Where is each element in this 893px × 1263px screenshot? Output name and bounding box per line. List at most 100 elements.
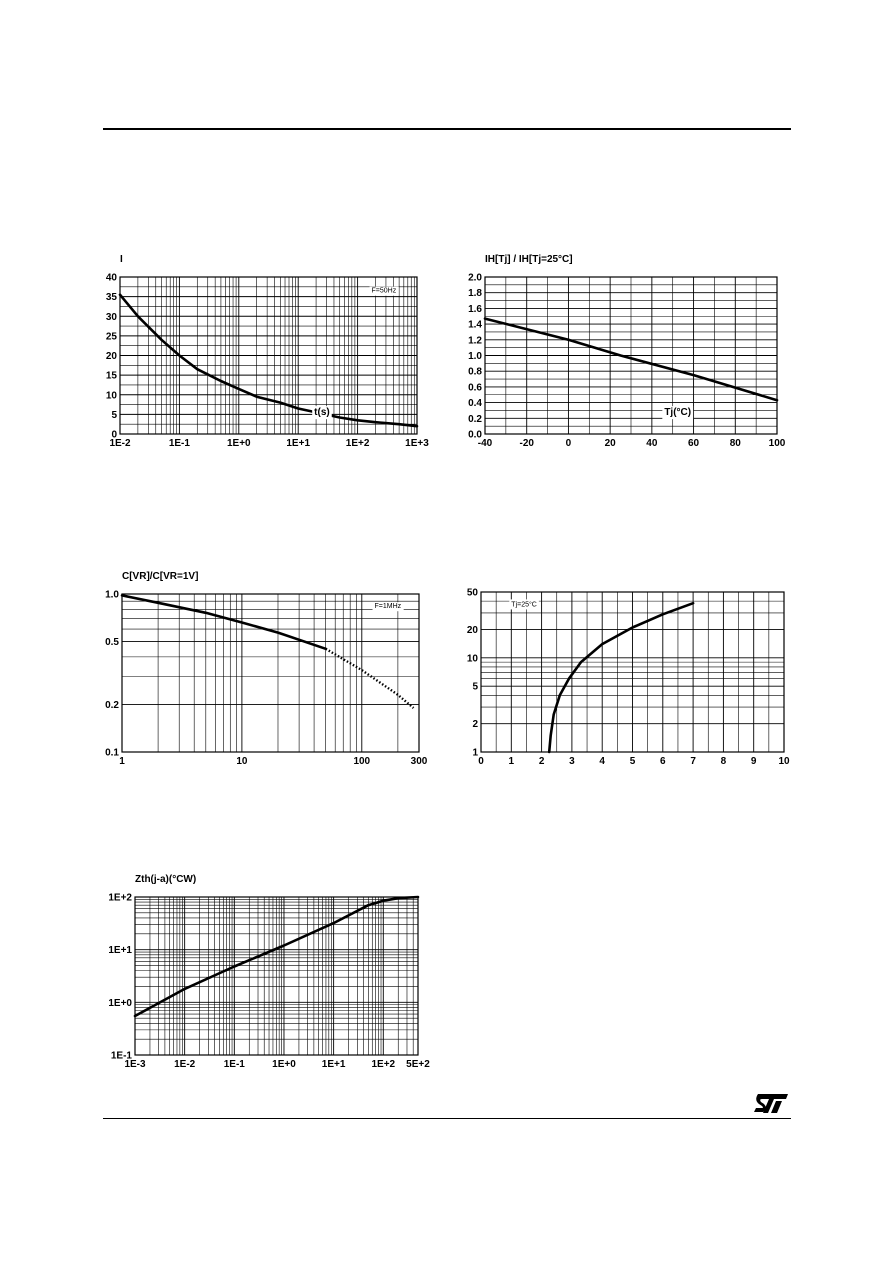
y-tick-label: 35 — [106, 292, 118, 303]
y-tick-label: 1E-1 — [111, 1051, 133, 1062]
y-tick-label: 0.2 — [105, 700, 119, 711]
plot-frame — [121, 593, 420, 753]
y-tick-label: 25 — [106, 331, 118, 342]
x-tick-label: 100 — [353, 756, 370, 767]
grid — [134, 896, 419, 1056]
y-tick-label: 40 — [106, 273, 118, 284]
x-tick-label: 1E+1 — [286, 438, 310, 449]
y-tick-label: 0.2 — [468, 414, 482, 425]
chart-annotation: Tj=25°C — [511, 600, 537, 608]
series-line-1 — [547, 601, 695, 754]
x-tick-label: -40 — [478, 438, 493, 449]
x-tick-label: 1E-1 — [224, 1059, 246, 1070]
annotation-bg — [369, 286, 399, 296]
y-tick-label: 20 — [106, 351, 118, 362]
plot-frame — [484, 276, 778, 435]
chart-holding-current-ratio: -40 -20 0 20 40 60 80 100 0.0 0.2 0.4 0.6 0.8 1.0 1.2 1… — [468, 254, 786, 449]
x-tick-label: 7 — [690, 756, 696, 767]
x-tick-label: 60 — [688, 438, 700, 449]
x-tick-label: 20 — [605, 438, 617, 449]
y-tick-label: 30 — [106, 312, 118, 323]
y-tick-label: 2.0 — [468, 273, 482, 284]
x-tick-label: 40 — [646, 438, 658, 449]
x-tick-label: 1E+1 — [322, 1059, 346, 1070]
x-tick-label: 1E+2 — [371, 1059, 395, 1070]
x-tick-label: 1E+2 — [346, 438, 370, 449]
x-tick-label: 8 — [721, 756, 727, 767]
y-tick-label: 15 — [106, 371, 118, 382]
plot-frame — [134, 896, 419, 1056]
st-logo — [754, 1094, 788, 1113]
x-tick-label: 0 — [478, 756, 484, 767]
grid — [484, 276, 778, 435]
grid — [121, 593, 420, 753]
y-tick-label: 10 — [467, 653, 479, 664]
y-tick-label: 0.5 — [105, 637, 119, 648]
series-line-2 — [325, 647, 415, 709]
x-tick-label: 1E-2 — [109, 438, 131, 449]
x-tick-label: -20 — [519, 438, 534, 449]
y-axis-label: I — [120, 254, 123, 265]
y-tick-label: 1.0 — [468, 351, 482, 362]
y-tick-label: 0.4 — [468, 398, 482, 409]
x-tick-label: 1E-1 — [169, 438, 191, 449]
series-line-1 — [483, 317, 779, 402]
plot-frame — [119, 276, 418, 435]
annotation-bg — [372, 602, 404, 612]
chart-surge-current: 1E-2 1E-1 1E+0 1E+1 1E+2 1E+3 0 5 10 15 20 25 30 35 40… — [106, 254, 429, 449]
y-axis-label: Zth(j-a)(°CW) — [135, 874, 196, 885]
x-tick-label: 10 — [236, 756, 248, 767]
x-tick-label: 4 — [599, 756, 605, 767]
plot-frame — [480, 591, 785, 753]
x-tick-label: 1E-3 — [124, 1059, 146, 1070]
y-tick-label: 1.2 — [468, 335, 482, 346]
annotation-bg — [509, 599, 539, 610]
x-tick-label: 10 — [778, 756, 790, 767]
x-axis-label: t(s) — [314, 407, 330, 418]
y-tick-label: 1.0 — [105, 590, 119, 601]
x-tick-label: 5E+2 — [406, 1059, 430, 1070]
x-tick-label: 100 — [769, 438, 786, 449]
x-tick-label: 6 — [660, 756, 666, 767]
x-axis-label-bg — [662, 406, 694, 420]
y-tick-label: 1.8 — [468, 288, 482, 299]
y-tick-label: 10 — [106, 390, 118, 401]
y-tick-label: 1E+0 — [108, 998, 132, 1009]
series-line-1 — [120, 594, 327, 651]
chart-annotation: F=1MHz — [375, 603, 402, 610]
y-tick-label: 0.6 — [468, 382, 482, 393]
series-line-1 — [118, 293, 419, 428]
series-line-1 — [133, 895, 420, 1018]
bottom-rule — [103, 1118, 791, 1119]
top-rule — [103, 128, 791, 130]
x-tick-label: 9 — [751, 756, 757, 767]
chart-capacitance-ratio: 1 10 100 300 0.1 0.2 0.5 1.0C[VR]/C[VR=1V] F=1MH… — [105, 571, 428, 767]
chart-annotation: F=50Hz — [371, 288, 396, 295]
y-tick-label: 0.1 — [105, 748, 119, 759]
y-tick-label: 0.0 — [468, 430, 482, 441]
x-tick-label: 1E+0 — [272, 1059, 296, 1070]
y-tick-label: 0.8 — [468, 367, 482, 378]
grid — [119, 276, 418, 435]
grid — [480, 591, 785, 753]
x-tick-label: 3 — [569, 756, 575, 767]
chart-thermal-impedance: 1E-3 1E-2 1E-1 1E+0 1E+1 1E+2 5E+2 1E-1 1E+0 1E+1… — [108, 874, 430, 1070]
y-tick-label: 5 — [472, 682, 478, 693]
x-tick-label: 1E+0 — [227, 438, 251, 449]
y-tick-label: 20 — [467, 625, 479, 636]
x-tick-label: 1E+3 — [405, 438, 429, 449]
y-tick-label: 1E+2 — [108, 893, 132, 904]
y-tick-label: 0 — [111, 430, 117, 441]
x-axis-label-bg — [312, 406, 332, 420]
y-tick-label: 1.4 — [468, 320, 482, 331]
x-tick-label: 1 — [509, 756, 515, 767]
y-tick-label: 2 — [472, 719, 478, 730]
x-tick-label: 5 — [630, 756, 636, 767]
x-tick-label: 2 — [539, 756, 545, 767]
y-tick-label: 1E+1 — [108, 945, 132, 956]
x-tick-label: 300 — [411, 756, 428, 767]
x-tick-label: 1 — [119, 756, 125, 767]
y-tick-label: 1 — [472, 748, 478, 759]
